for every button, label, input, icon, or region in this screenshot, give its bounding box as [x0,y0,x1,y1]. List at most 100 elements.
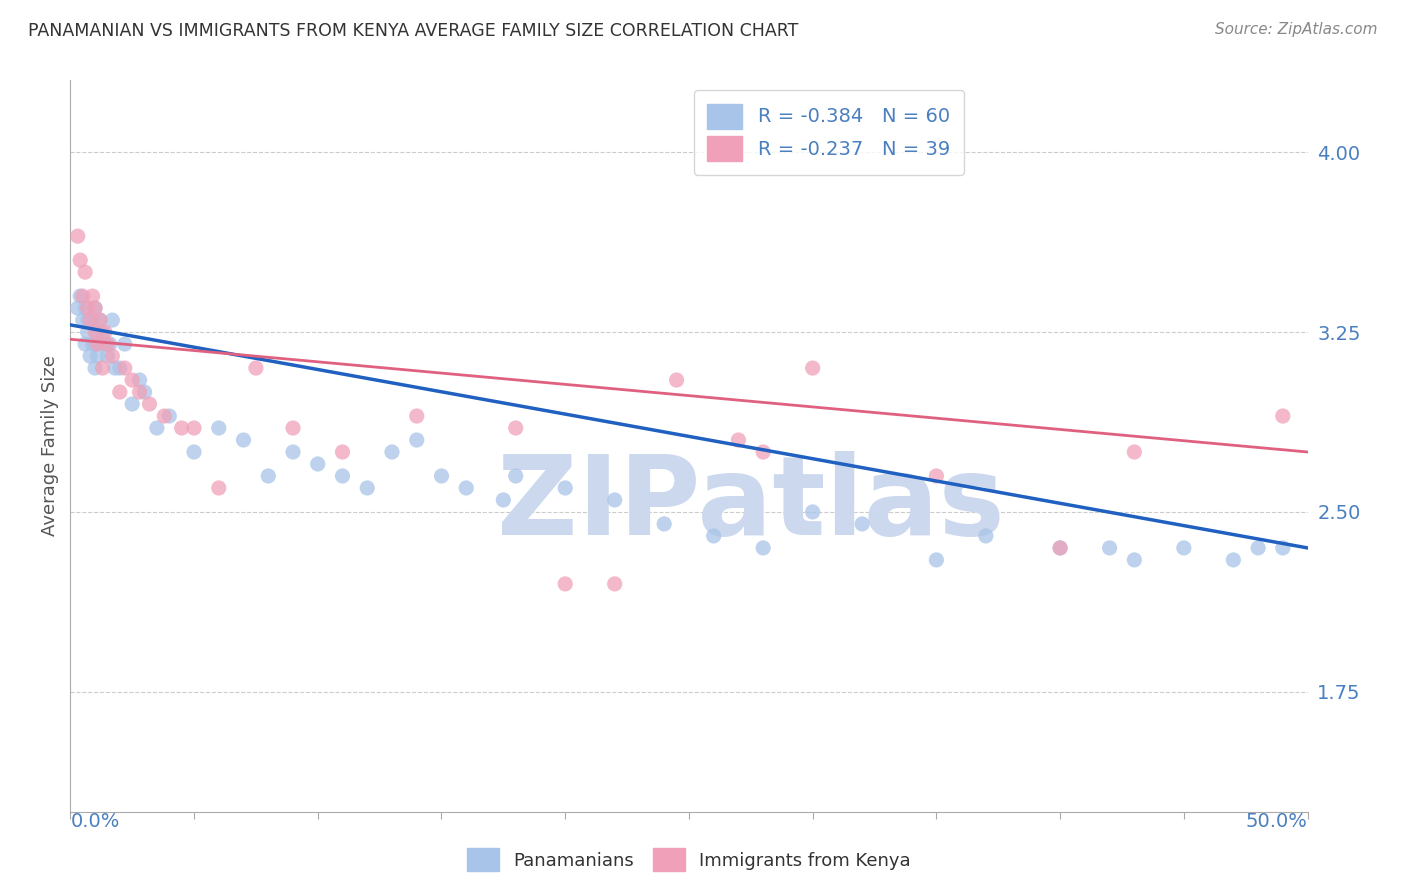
Point [79,313,101,327]
Point [208,481,231,495]
Point [101,349,124,363]
Point [456,481,478,495]
Point [98,337,121,351]
Point [146,421,169,435]
Point [554,577,576,591]
Point [75,337,97,351]
Point [121,397,143,411]
Point [1222,553,1244,567]
Point [232,433,254,447]
Point [89,313,111,327]
Point [1098,541,1121,555]
Point [66,229,89,244]
Point [183,421,205,435]
Point [925,553,948,567]
Point [851,516,873,531]
Point [727,433,749,447]
Point [82,289,104,303]
Point [114,337,136,351]
Point [1049,541,1071,555]
Text: PANAMANIAN VS IMMIGRANTS FROM KENYA AVERAGE FAMILY SIZE CORRELATION CHART: PANAMANIAN VS IMMIGRANTS FROM KENYA AVER… [28,22,799,40]
Point [82,337,104,351]
Point [91,361,114,376]
Point [76,301,98,315]
Point [91,325,114,339]
Point [332,469,354,483]
Point [281,445,304,459]
Point [1123,445,1146,459]
Point [974,529,997,543]
Point [801,361,824,376]
Point [128,373,150,387]
Point [356,481,378,495]
Point [430,469,453,483]
Point [72,313,94,327]
Point [94,325,117,339]
Point [332,445,354,459]
Point [1271,409,1294,423]
Point [84,325,107,339]
Point [89,313,111,327]
Point [128,385,150,400]
Point [752,541,775,555]
Point [94,337,117,351]
Point [703,529,725,543]
Point [1271,541,1294,555]
Point [108,361,131,376]
Point [66,301,89,315]
Y-axis label: Average Family Size: Average Family Size [41,356,59,536]
Point [75,301,97,315]
Point [505,421,527,435]
Point [405,433,427,447]
Point [69,289,91,303]
Text: 50.0%: 50.0% [1246,812,1308,830]
Point [752,445,775,459]
Legend: Panamanians, Immigrants from Kenya: Panamanians, Immigrants from Kenya [460,841,918,879]
Point [1123,553,1146,567]
Point [114,361,136,376]
Point [665,373,688,387]
Point [603,492,626,507]
Point [801,505,824,519]
Point [1173,541,1195,555]
Point [86,337,108,351]
Point [138,397,160,411]
Point [603,577,626,591]
Point [492,492,515,507]
Point [84,361,107,376]
Point [75,265,97,279]
Point [505,469,527,483]
Point [121,373,143,387]
Point [170,421,193,435]
Point [134,385,156,400]
Point [84,337,107,351]
Point [652,516,675,531]
Point [69,253,91,268]
Point [96,337,118,351]
Point [208,421,231,435]
Point [76,313,98,327]
Point [79,313,101,327]
Point [101,313,124,327]
Point [307,457,329,471]
Text: ZIPatlas: ZIPatlas [496,451,1005,558]
Point [183,445,205,459]
Point [72,289,94,303]
Point [153,409,176,423]
Point [281,421,304,435]
Point [84,301,107,315]
Point [86,325,108,339]
Point [405,409,427,423]
Point [108,385,131,400]
Point [381,445,404,459]
Point [245,361,267,376]
Point [84,301,107,315]
Point [76,325,98,339]
Point [554,481,576,495]
Point [257,469,280,483]
Point [79,349,101,363]
Point [82,313,104,327]
Legend: R = -0.384   N = 60, R = -0.237   N = 39: R = -0.384 N = 60, R = -0.237 N = 39 [693,90,963,175]
Text: 0.0%: 0.0% [70,812,120,830]
Point [96,349,118,363]
